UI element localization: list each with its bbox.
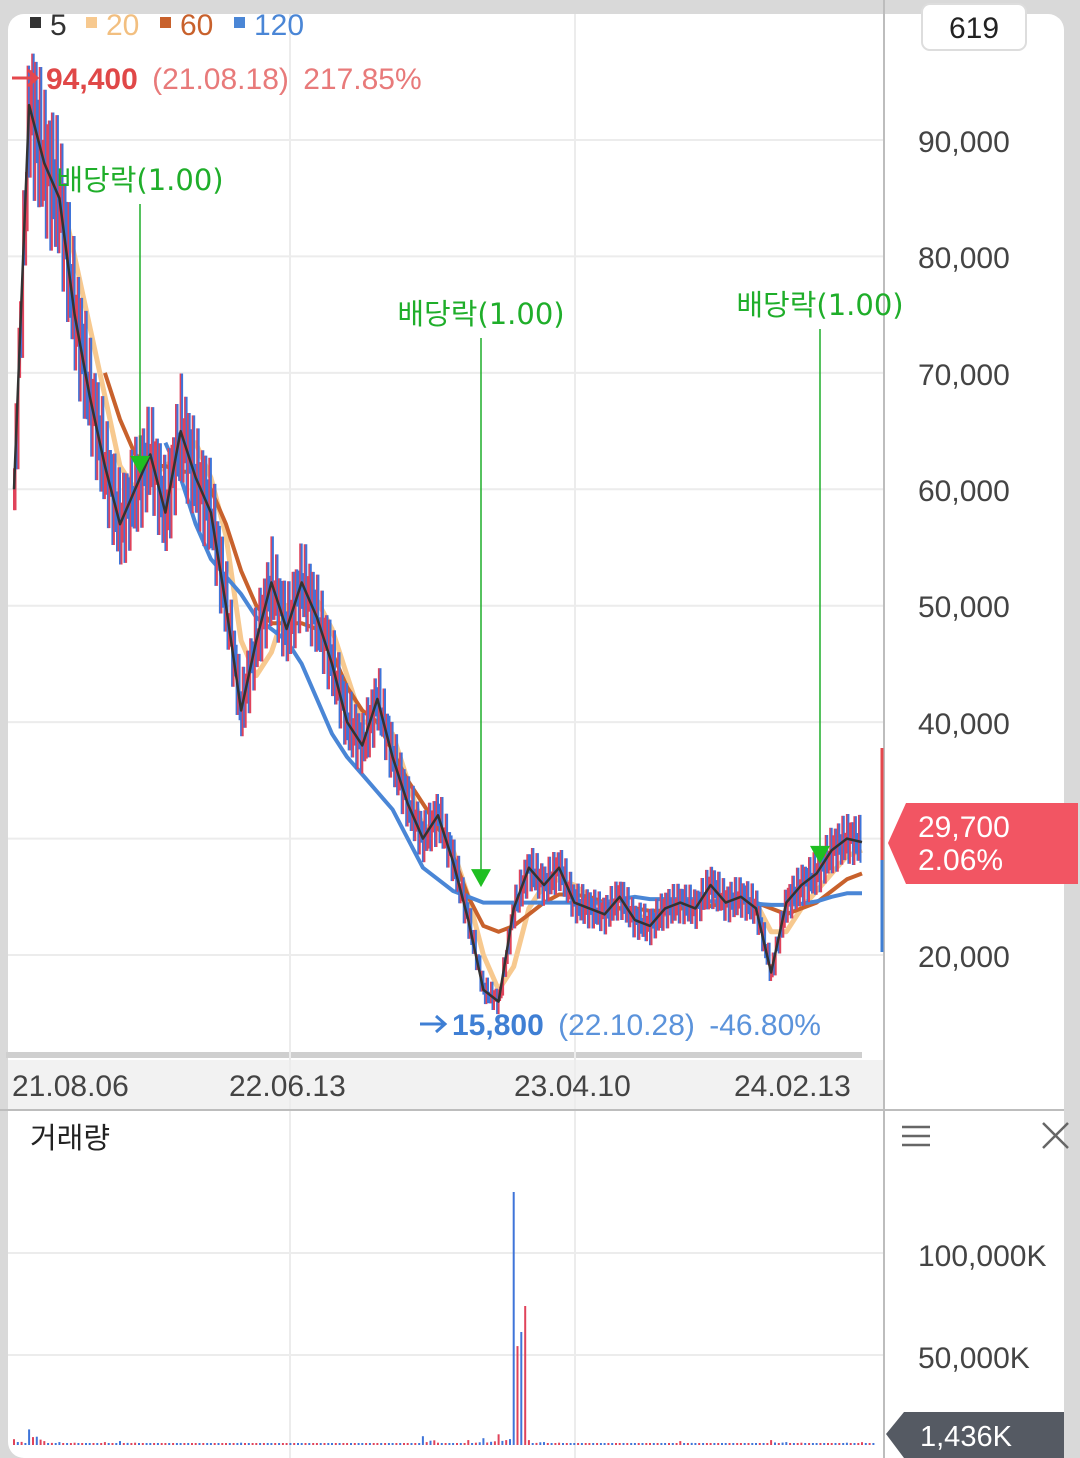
high-date: (21.08.18) bbox=[152, 63, 289, 96]
y-tick-40000: 40,000 bbox=[918, 708, 1010, 741]
y-tick-50000: 50,000 bbox=[918, 591, 1010, 624]
high-arrow-icon bbox=[12, 68, 40, 88]
menu-icon[interactable] bbox=[902, 1125, 930, 1147]
low-price: 15,800 bbox=[452, 1009, 544, 1042]
period-counter-value: 619 bbox=[949, 12, 999, 45]
main-panel bbox=[8, 14, 1064, 1458]
period-counter-box bbox=[921, 3, 1027, 51]
x-tick-22-06-13: 22.06.13 bbox=[229, 1070, 346, 1103]
legend-swatch-5 bbox=[30, 17, 41, 28]
legend-swatch-120 bbox=[234, 17, 245, 28]
x-tick-24-02-13: 24.02.13 bbox=[734, 1070, 851, 1103]
y-tick-80000: 80,000 bbox=[918, 242, 1010, 275]
scroll-bar[interactable] bbox=[6, 1052, 862, 1058]
dividend-marker-icon bbox=[130, 455, 150, 474]
y-tick-20000: 20,000 bbox=[918, 941, 1010, 974]
current-volume-box bbox=[886, 1412, 1064, 1458]
volume-pane-title: 거래량 bbox=[30, 1121, 110, 1155]
x-axis-ticks: 21.08.06 22.06.13 23.04.10 24.02.13 bbox=[12, 1070, 851, 1103]
x-tick-23-04-10: 23.04.10 bbox=[514, 1070, 631, 1103]
current-price-badge: 29,700 2.06% bbox=[880, 748, 1078, 952]
legend-swatch-60 bbox=[160, 17, 171, 28]
volume-tick-50000k: 50,000K bbox=[918, 1342, 1030, 1375]
low-annotation: 15,800 (22.10.28) -46.80% bbox=[420, 1009, 821, 1042]
dividend-marker-icon bbox=[810, 845, 830, 864]
volume-bars bbox=[13, 1192, 875, 1445]
volume-tick-100000k: 100,000K bbox=[918, 1240, 1046, 1273]
current-price-change: 2.06% bbox=[918, 844, 1003, 877]
dividend-markers: 배당락(1.00) 배당락(1.00) 배당락(1.00) bbox=[56, 163, 904, 888]
period-counter[interactable]: 619 bbox=[921, 3, 1027, 51]
volume-y-ticks: 100,000K 50,000K bbox=[918, 1240, 1046, 1375]
ma-5-line bbox=[12, 103, 863, 1003]
dividend-marker-label: 배당락(1.00) bbox=[397, 297, 564, 331]
current-price-box bbox=[888, 803, 1078, 884]
low-arrow-icon bbox=[420, 1014, 448, 1034]
y-axis-ticks: 90,000 80,000 70,000 60,000 50,000 40,00… bbox=[918, 126, 1010, 974]
low-date: (22.10.28) bbox=[558, 1009, 695, 1042]
current-price-value: 29,700 bbox=[918, 811, 1010, 844]
legend[interactable]: 5 20 60 120 bbox=[30, 9, 304, 42]
price-candles bbox=[12, 53, 863, 1015]
dividend-marker-label: 배당락(1.00) bbox=[56, 163, 223, 197]
high-annotation-text: 94,400 (21.08.18) 217.85% bbox=[46, 63, 422, 96]
low-change: -46.80% bbox=[709, 1009, 821, 1042]
high-change: 217.85% bbox=[303, 63, 421, 96]
x-tick-21-08-06: 21.08.06 bbox=[12, 1070, 129, 1103]
legend-label-120: 120 bbox=[254, 9, 304, 42]
high-annotation: 94,400 (21.08.18) 217.85% bbox=[12, 63, 422, 96]
high-price: 94,400 bbox=[46, 63, 138, 96]
y-tick-90000: 90,000 bbox=[918, 126, 1010, 159]
y-tick-70000: 70,000 bbox=[918, 359, 1010, 392]
low-annotation-text: 15,800 (22.10.28) -46.80% bbox=[452, 1009, 821, 1042]
close-icon[interactable] bbox=[1042, 1122, 1069, 1149]
x-axis-strip bbox=[8, 1060, 884, 1110]
legend-label-5: 5 bbox=[50, 9, 67, 42]
legend-label-20: 20 bbox=[106, 9, 139, 42]
dividend-marker-icon bbox=[471, 869, 491, 888]
current-volume-value: 1,436K bbox=[920, 1421, 1013, 1453]
dividend-marker-label: 배당락(1.00) bbox=[736, 288, 903, 322]
current-volume-badge: 1,436K bbox=[886, 1412, 1064, 1458]
legend-swatch-20 bbox=[86, 17, 97, 28]
legend-label-60: 60 bbox=[180, 9, 213, 42]
y-tick-60000: 60,000 bbox=[918, 475, 1010, 508]
